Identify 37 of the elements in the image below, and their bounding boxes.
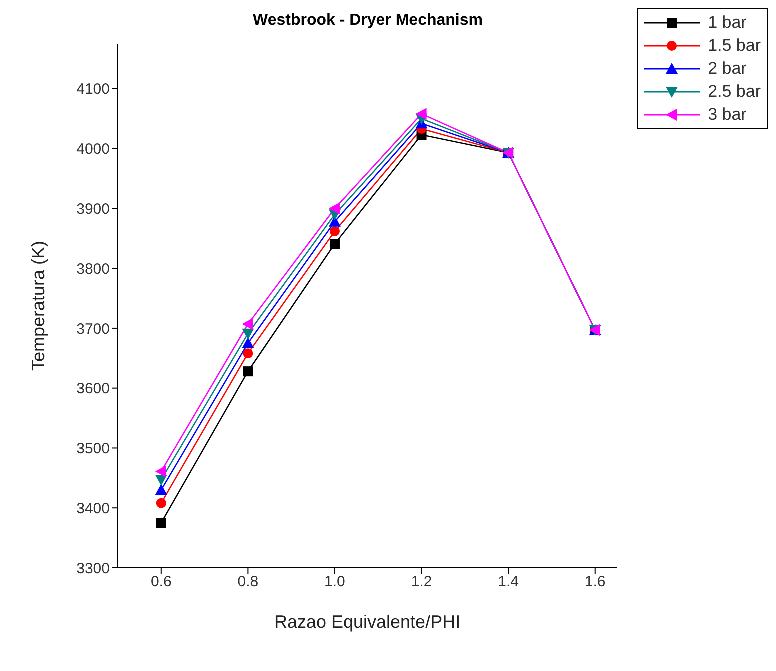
point: [155, 466, 166, 478]
x-tick-label: 1.0: [324, 574, 346, 591]
point: [242, 337, 254, 348]
y-tick-label: 3300: [76, 560, 110, 578]
point: [416, 108, 427, 120]
x-tick-label: 1.4: [498, 574, 519, 591]
x-tick-label: 0.6: [150, 574, 172, 591]
x-tick-label: 1.2: [411, 574, 432, 591]
point: [243, 348, 254, 359]
y-tick-label: 4000: [76, 141, 110, 158]
chart-title: Westbrook - Dryer Mechanism: [252, 12, 484, 30]
point: [155, 474, 168, 486]
legend-label: 1.5 bar: [708, 36, 761, 56]
point: [243, 366, 254, 377]
point: [328, 202, 340, 215]
point: [156, 498, 166, 508]
point: [330, 226, 340, 236]
point: [242, 318, 254, 330]
point: [330, 239, 340, 250]
point: [155, 484, 168, 496]
point: [156, 518, 166, 528]
y-tick-label: 3700: [76, 320, 110, 338]
x-axis-title: Razao Equivalente/PHI: [274, 612, 461, 632]
y-tick-label: 3600: [76, 380, 110, 398]
y-tick-label: 3400: [76, 500, 110, 518]
legend-label: 2.5 bar: [708, 82, 761, 102]
legend-label: 1 bar: [708, 12, 747, 32]
y-tick-label: 3800: [76, 260, 110, 278]
y-tick-label: 3900: [76, 201, 110, 218]
x-tick-label: 1.6: [584, 574, 606, 591]
point: [242, 328, 254, 340]
legend-label: 3 bar: [708, 104, 747, 124]
legend-label: 2 bar: [708, 58, 747, 78]
x-tick-label: 0.8: [238, 574, 259, 591]
y-tick-label: 3500: [76, 440, 110, 458]
y-tick-label: 4100: [76, 81, 110, 98]
y-axis-title: Temperatura (K): [28, 240, 48, 372]
